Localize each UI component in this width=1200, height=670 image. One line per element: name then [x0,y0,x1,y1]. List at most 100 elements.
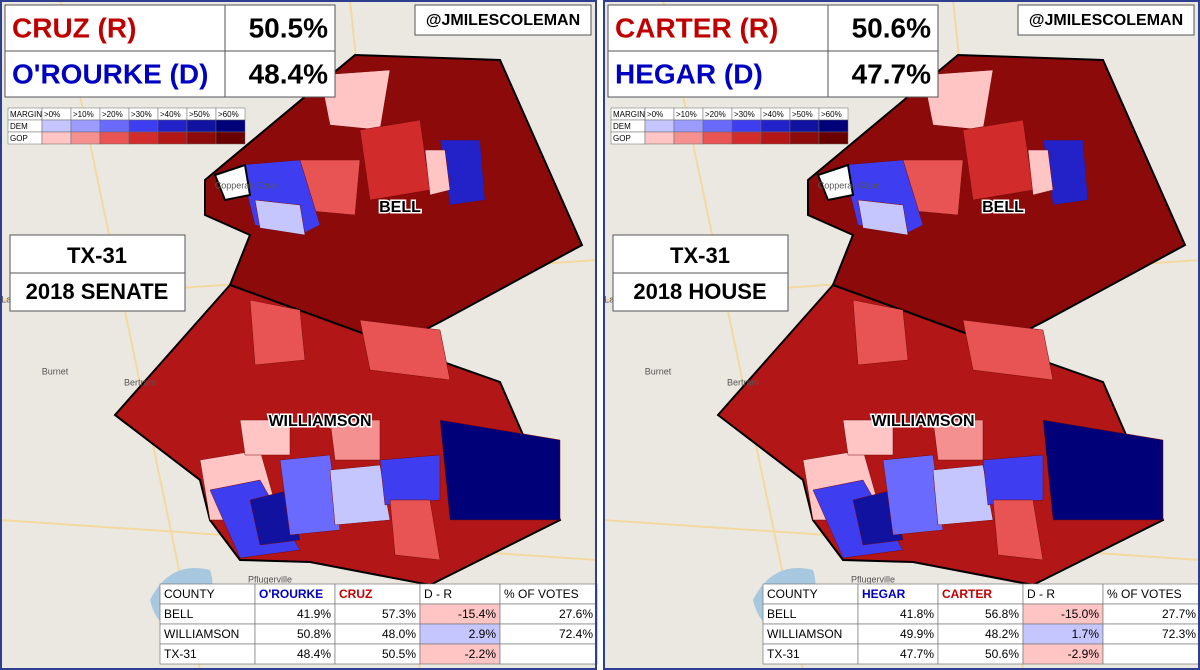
legend-header: >40% [160,110,181,119]
precinct [962,319,1054,381]
county-label: WILLIAMSON [268,413,371,430]
legend-swatch [41,131,72,145]
legend-swatch [186,119,217,133]
legend-header: >10% [73,110,94,119]
legend-header: >40% [763,110,784,119]
table-value: 47.7% [900,647,934,661]
result-pct-cell [224,50,336,98]
candidate-name: CARTER (R) [615,12,778,43]
table-value: 50.5% [382,647,416,661]
table-value: 50.6% [985,647,1019,661]
legend-header: >50% [792,110,813,119]
precinct [1027,149,1054,196]
legend-swatch [128,131,159,145]
table-value: BELL [164,607,194,621]
table-value: 41.8% [900,607,934,621]
panel-border [603,0,1200,670]
legend-header: >30% [734,110,755,119]
precinct [329,419,381,461]
race: 2018 SENATE [26,279,169,304]
table-value: 49.9% [900,627,934,641]
legend-swatch [644,119,675,133]
legend-swatch [157,119,188,133]
table-header: COUNTY [164,587,215,601]
county-label: WILLIAMSON [871,413,974,430]
legend-header: >10% [676,110,697,119]
table-header: CARTER [942,587,992,601]
candidate-pct: 48.4% [249,58,328,89]
candidate-pct: 50.6% [852,12,931,43]
result-name-cell [607,50,829,98]
result-pct-cell [827,50,939,98]
legend-header: >20% [705,110,726,119]
place-label: Burnet [645,366,672,376]
legend-header: >50% [189,110,210,119]
county-label: BELL [982,199,1024,216]
table-value: 48.2% [985,627,1019,641]
place-label: Copperas Cove [818,180,881,190]
legend-swatch [41,119,72,133]
table-value: 27.7% [1162,607,1196,621]
legend-swatch [673,131,704,145]
table-value: 72.4% [559,627,593,641]
legend-header: >0% [647,110,663,119]
precinct [329,464,391,526]
legend-swatch [99,119,130,133]
table-header: HEGAR [862,587,906,601]
legend-swatch [215,119,246,133]
legend-swatch [99,131,130,145]
legend-swatch [215,131,246,145]
legend-swatch [731,119,762,133]
race: 2018 HOUSE [633,279,766,304]
table-header: D - R [1027,587,1055,601]
legend-swatch [760,131,791,145]
result-pct-cell [224,4,336,52]
precinct [254,199,306,236]
district: TX-31 [670,243,730,268]
fort-hood [213,163,252,202]
candidate-name: CRUZ (R) [12,12,136,43]
precinct [857,199,909,236]
table-value: 57.3% [382,607,416,621]
precinct [992,499,1044,561]
legend-header: >60% [821,110,842,119]
candidate-pct: 47.7% [852,58,931,89]
legend-swatch [70,119,101,133]
table-value: 72.3% [1162,627,1196,641]
place-label: Pflugerville [248,574,292,584]
legend-swatch [789,131,820,145]
place-label: Bertram [124,377,156,387]
legend-swatch [673,119,704,133]
place-label: Copperas Cove [215,180,278,190]
candidate-pct: 50.5% [249,12,328,43]
legend-swatch [760,119,791,133]
precinct [359,119,431,201]
legend-row-label: DEM [613,122,631,131]
precinct [1042,419,1164,521]
place-label: Bertram [727,377,759,387]
table-cell [499,643,598,665]
panel-border [0,0,597,670]
table-value: 56.8% [985,607,1019,621]
legend-header: >0% [44,110,60,119]
table-value: -15.4% [458,607,496,621]
candidate-name: HEGAR (D) [615,58,763,89]
district: TX-31 [67,243,127,268]
precinct [842,419,894,456]
candidate-name: O'ROURKE (D) [12,58,208,89]
legend-swatch [731,131,762,145]
table-header: CRUZ [339,587,372,601]
precinct [962,119,1034,201]
precinct [932,419,984,461]
handle-box [1017,4,1195,36]
table-header: % OF VOTES [1107,587,1182,601]
precinct [424,149,451,196]
legend-header: MARGIN [613,110,645,119]
precinct [249,299,306,366]
legend-swatch [818,131,849,145]
legend-swatch [789,119,820,133]
result-name-cell [4,4,226,52]
legend-header: >30% [131,110,152,119]
table-value: -15.0% [1061,607,1099,621]
